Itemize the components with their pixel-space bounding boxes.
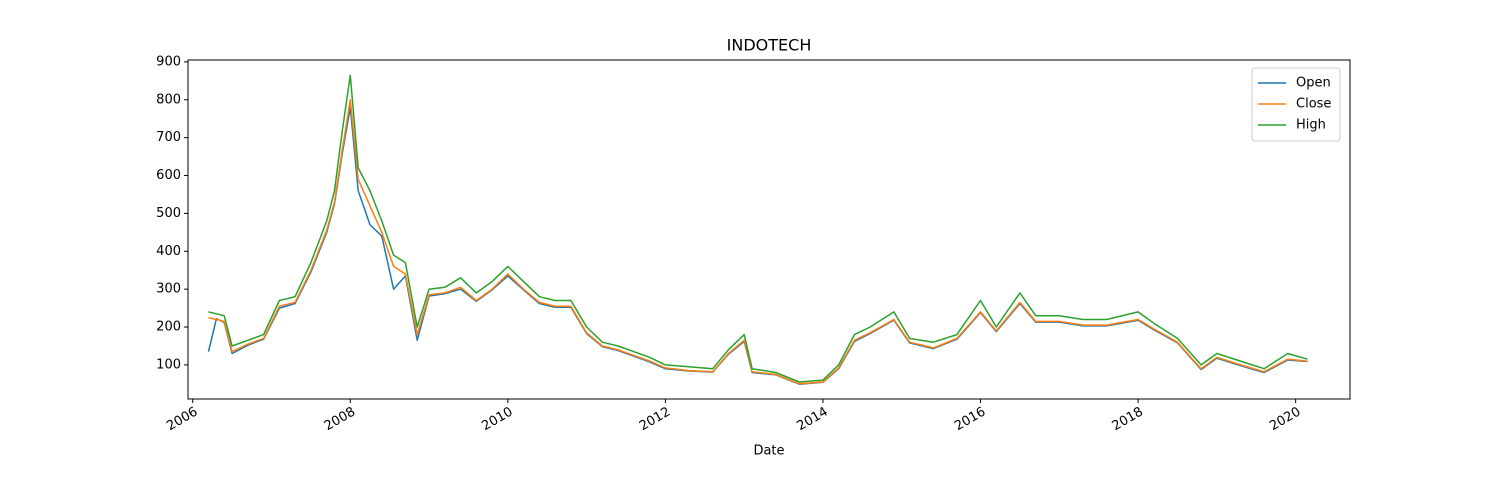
line-series [208, 74, 1308, 383]
legend-label: High [1296, 118, 1326, 133]
legend-box [1251, 67, 1341, 142]
y-tick-label: 700 [156, 130, 181, 145]
legend-label: Close [1296, 97, 1331, 112]
x-tick-label: 2006 [164, 405, 200, 435]
x-tick-label: 2012 [637, 405, 673, 435]
x-tick-label: 2016 [952, 405, 988, 435]
y-tick-label: 300 [156, 282, 181, 297]
chart-title: INDOTECH [727, 36, 812, 55]
line-series [208, 99, 1308, 385]
y-tick-label: 500 [156, 206, 181, 221]
x-tick-label: 2018 [1110, 405, 1146, 435]
x-axis-label: Date [753, 444, 784, 459]
y-tick-label: 900 [156, 54, 181, 69]
y-tick-label: 200 [156, 320, 181, 335]
y-tick-label: 800 [156, 92, 181, 107]
y-tick-label: 400 [156, 244, 181, 259]
x-tick-label: 2008 [322, 405, 358, 435]
plot-frame [187, 59, 1351, 400]
x-tick-label: 2020 [1267, 405, 1303, 435]
legend-label: Open [1296, 76, 1331, 91]
x-tick-label: 2014 [795, 405, 831, 435]
legend: Open Close High [1251, 67, 1341, 142]
y-tick-label: 100 [156, 357, 181, 372]
line-series [207, 106, 1308, 385]
x-tick-label: 2010 [479, 405, 515, 435]
y-tick-label: 600 [156, 168, 181, 183]
